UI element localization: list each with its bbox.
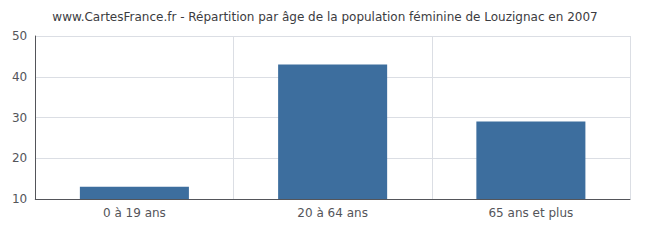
svg-text:40: 40 <box>12 70 27 84</box>
svg-text:50: 50 <box>12 29 27 43</box>
svg-text:65 ans et plus: 65 ans et plus <box>488 206 573 220</box>
svg-text:0 à 19 ans: 0 à 19 ans <box>103 206 166 220</box>
svg-text:20 à 64 ans: 20 à 64 ans <box>297 206 368 220</box>
svg-text:10: 10 <box>12 192 27 206</box>
svg-text:20: 20 <box>12 151 27 165</box>
svg-text:30: 30 <box>12 111 27 125</box>
svg-text:www.CartesFrance.fr - Répartit: www.CartesFrance.fr - Répartition par âg… <box>52 10 597 24</box>
